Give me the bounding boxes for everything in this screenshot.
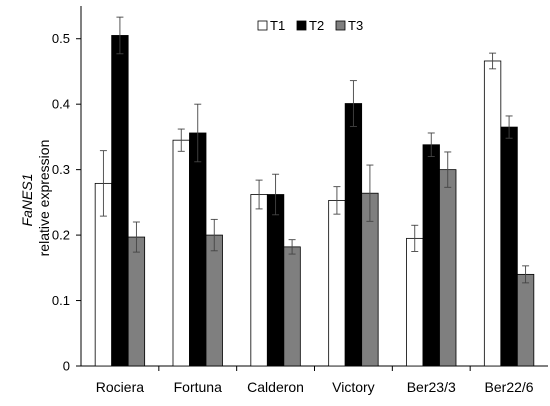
bar-t2 — [344, 103, 363, 367]
legend-swatch-t1 — [257, 20, 268, 31]
bar-t3 — [283, 246, 301, 367]
x-tick-label: Victory — [332, 379, 375, 395]
bar-t3 — [127, 236, 146, 367]
bar-t3 — [205, 234, 223, 367]
legend-label-t2: T2 — [309, 18, 324, 33]
bar-t3 — [516, 273, 535, 367]
bar-t1 — [406, 237, 424, 367]
y-tick-label: 0.5 — [52, 31, 70, 46]
bar-t2 — [500, 126, 518, 367]
y-tick-label: 0.1 — [52, 293, 70, 308]
bar-t2 — [111, 35, 129, 367]
bar-t1 — [250, 194, 268, 367]
y-tick-label: 0.3 — [52, 162, 70, 177]
legend-label-t1: T1 — [270, 18, 285, 33]
x-tick-label: Ber22/6 — [485, 379, 534, 395]
bar-t2 — [189, 132, 207, 367]
y-tick-label: 0.2 — [52, 228, 70, 243]
legend-label-t3: T3 — [348, 18, 363, 33]
bar-t3 — [439, 169, 457, 367]
x-tick-label: Ber23/3 — [407, 379, 456, 395]
y-axis-label: FaNES1 relative expression — [19, 140, 52, 257]
legend-swatch-t3 — [335, 20, 346, 31]
x-tick-label: Calderon — [247, 379, 304, 395]
axes: 0 0.1 0.2 0.3 0.4 0.5 Rociera Fortuna Calderon Vi… — [52, 6, 548, 395]
bar-t1 — [483, 60, 502, 367]
bar-t1 — [328, 199, 346, 367]
y-tick-label: 0.4 — [52, 97, 70, 112]
legend-swatch-t2 — [296, 20, 307, 31]
bars — [94, 16, 535, 367]
bar-t1 — [172, 139, 190, 367]
y-axis-label-text: relative expression — [36, 140, 52, 257]
legend: T1 T2 T3 — [257, 18, 363, 33]
y-tick-label: 0 — [63, 359, 70, 374]
x-tick-label: Rociera — [96, 379, 144, 395]
y-axis-label-gene: FaNES1 — [19, 173, 35, 226]
bar-t2 — [266, 194, 285, 367]
x-tick-label: Fortuna — [174, 379, 222, 395]
bar-t2 — [422, 144, 440, 367]
